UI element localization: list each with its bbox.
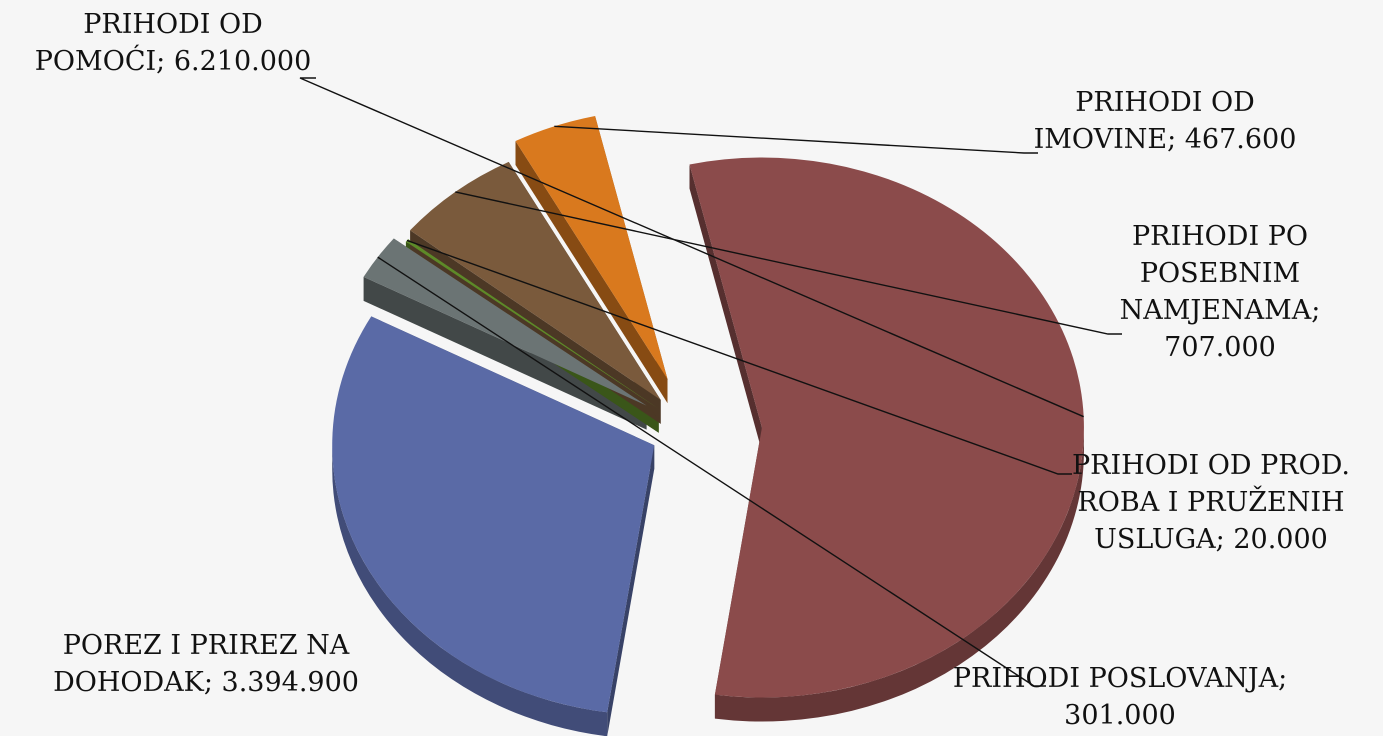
slice-label-posebnim-namjenama: PRIHODI PO POSEBNIM NAMJENAMA; 707.000 (1119, 221, 1321, 363)
leader-line-prod-roba (406, 239, 1072, 475)
pie-top-layer (332, 115, 1084, 713)
leader-line-poslovanja (377, 256, 1046, 687)
slice-label-poslovanja: PRIHODI POSLOVANJA; 301.000 (952, 663, 1288, 731)
slice-poslovanja (363, 238, 647, 406)
slice-pomoci (689, 157, 1084, 698)
slice-porez (332, 316, 655, 713)
slice-prod-roba (405, 239, 659, 409)
slice-label-porez: POREZ I PRIREZ NA DOHODAK; 3.394.900 (53, 630, 359, 698)
leader-lines (299, 77, 1122, 687)
leader-line-pomoci (299, 77, 1084, 418)
leader-line-imovine (554, 125, 1038, 154)
slice-label-imovine: PRIHODI OD IMOVINE; 467.600 (1033, 87, 1297, 155)
slice-posebnim-namjenama (410, 161, 661, 400)
slice-imovine (515, 115, 668, 380)
slice-label-pomoci: PRIHODI OD POMOĆI; 6.210.000 (34, 9, 312, 77)
slice-label-prod-roba: PRIHODI OD PROD. ROBA I PRUŽENIH USLUGA;… (1071, 450, 1350, 555)
leader-line-posebnim-namjenama (455, 191, 1122, 335)
